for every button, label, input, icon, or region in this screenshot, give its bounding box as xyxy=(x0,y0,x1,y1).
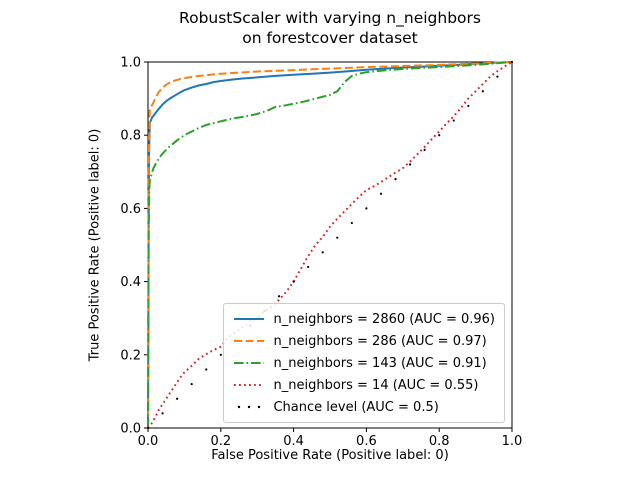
y-tick-label: 0.2 xyxy=(120,348,141,363)
x-tick-label: 0.6 xyxy=(356,434,377,449)
y-axis-label: True Positive Rate (Positive label: 0) xyxy=(87,128,103,362)
chance-level-dot xyxy=(307,265,310,269)
legend-line-sample xyxy=(234,340,265,342)
roc-curve xyxy=(147,61,513,429)
legend-item: n_neighbors = 14 (AUC = 0.55) xyxy=(233,375,495,395)
x-tick-label: 0.4 xyxy=(283,434,304,449)
x-tick-label: 0.8 xyxy=(429,434,450,449)
chance-level-dot xyxy=(481,90,484,93)
legend-label: n_neighbors = 143 (AUC = 0.91) xyxy=(273,355,487,371)
legend-line-sample xyxy=(234,318,265,320)
y-tick-label: 0.6 xyxy=(120,202,141,217)
chance-level-dot xyxy=(146,426,150,430)
x-tick-label: 0.2 xyxy=(210,434,231,449)
chance-level-dot xyxy=(452,119,455,122)
chance-level-dot xyxy=(292,280,295,283)
x-axis-label: False Positive Rate (Positive label: 0) xyxy=(211,448,449,463)
legend-label: n_neighbors = 286 (AUC = 0.97) xyxy=(273,333,487,349)
legend-item: n_neighbors = 143 (AUC = 0.91) xyxy=(233,353,495,373)
legend-line-sample xyxy=(238,405,261,409)
chart-title-line-1: RobustScaler with varying n_neighbors xyxy=(179,9,481,27)
chance-level-dot xyxy=(510,60,514,64)
chance-level-dot xyxy=(161,412,164,415)
chance-level-dot xyxy=(438,134,441,137)
roc-curve xyxy=(147,61,513,429)
chance-level-dot xyxy=(467,104,470,108)
chance-level-dot xyxy=(423,148,426,151)
legend-line-sample xyxy=(234,362,265,364)
chance-level-dot xyxy=(496,75,499,78)
chance-level-dot xyxy=(321,251,324,254)
roc-curve xyxy=(147,61,513,429)
legend-item: n_neighbors = 286 (AUC = 0.97) xyxy=(233,331,495,351)
chart-title-line-2: on forestcover dataset xyxy=(242,28,418,47)
y-tick-label: 0.8 xyxy=(120,129,141,144)
x-tick-label: 0.0 xyxy=(138,434,159,449)
chance-level-dot xyxy=(379,192,383,195)
y-tick-label: 0.4 xyxy=(120,275,141,290)
legend-label: n_neighbors = 14 (AUC = 0.55) xyxy=(273,377,479,393)
roc-curve xyxy=(147,61,513,429)
chance-level-dot xyxy=(394,178,397,181)
chart-title: RobustScaler with varying n_neighbors on… xyxy=(179,9,481,49)
chance-level-dot xyxy=(365,207,368,210)
chance-level-dot xyxy=(336,236,339,239)
chance-level-dot xyxy=(408,163,412,166)
y-tick-label: 1.0 xyxy=(120,56,141,71)
chance-level-dot xyxy=(205,368,208,371)
chance-level-dot xyxy=(176,397,179,400)
y-tick-label: 0.0 xyxy=(120,422,141,437)
chance-level-dot xyxy=(350,221,353,225)
chance-level-dot xyxy=(190,382,193,386)
legend-item: n_neighbors = 2860 (AUC = 0.96) xyxy=(233,309,495,329)
chance-level-dot xyxy=(277,295,281,298)
legend-label: n_neighbors = 2860 (AUC = 0.96) xyxy=(273,311,495,327)
legend-label: Chance level (AUC = 0.5) xyxy=(273,399,439,415)
legend-item: Chance level (AUC = 0.5) xyxy=(233,397,495,417)
legend: n_neighbors = 2860 (AUC = 0.96) n_neighb… xyxy=(223,303,505,423)
x-tick-label: 1.0 xyxy=(502,434,523,449)
chance-level-dot xyxy=(219,353,222,356)
legend-line-sample xyxy=(234,384,265,386)
